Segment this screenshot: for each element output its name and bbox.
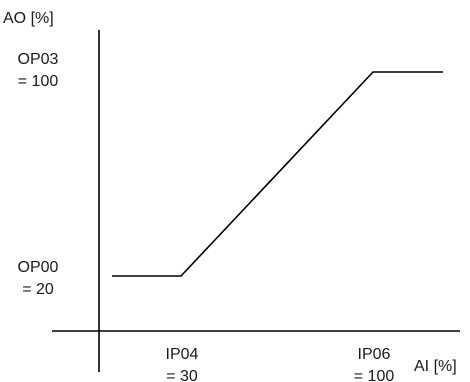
x-marker-left-code: IP04	[165, 346, 199, 363]
y-marker-bottom-code: OP00	[17, 259, 59, 276]
transfer-curve-line	[112, 71, 443, 277]
y-marker-top-code: OP03	[17, 51, 59, 68]
y-axis-label: AO [%]	[3, 10, 54, 27]
y-marker-top-value: = 100	[17, 73, 59, 90]
y-marker-bottom-value: = 20	[22, 281, 54, 298]
x-marker-right-value: = 100	[353, 368, 395, 382]
x-marker-right-code: IP06	[357, 346, 391, 363]
x-marker-left-value: = 30	[166, 368, 198, 382]
x-axis-label: AI [%]	[414, 358, 457, 375]
